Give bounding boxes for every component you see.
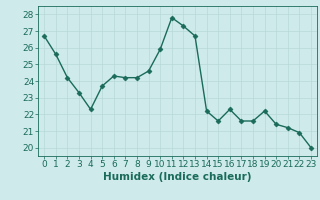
X-axis label: Humidex (Indice chaleur): Humidex (Indice chaleur): [103, 172, 252, 182]
